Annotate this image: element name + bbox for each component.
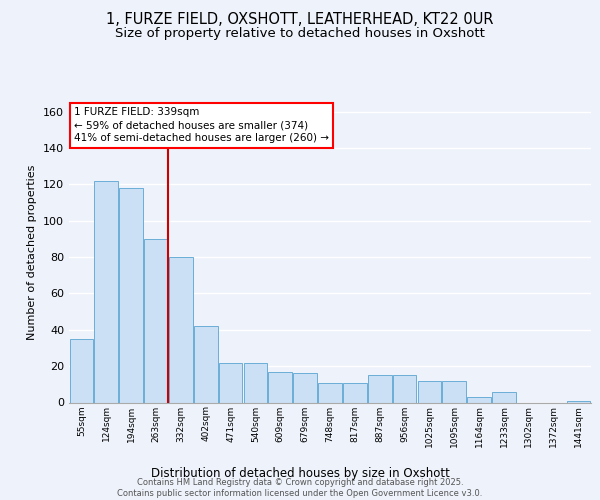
Bar: [467, 397, 491, 402]
Y-axis label: Number of detached properties: Number of detached properties: [28, 165, 37, 340]
Text: Contains HM Land Registry data © Crown copyright and database right 2025.
Contai: Contains HM Land Registry data © Crown c…: [118, 478, 482, 498]
Bar: [318, 382, 342, 402]
Bar: [94, 180, 118, 402]
Bar: [368, 375, 392, 402]
Bar: [293, 374, 317, 402]
Text: Size of property relative to detached houses in Oxshott: Size of property relative to detached ho…: [115, 28, 485, 40]
Bar: [418, 380, 441, 402]
Bar: [219, 362, 242, 403]
Bar: [393, 375, 416, 402]
Bar: [194, 326, 218, 402]
Bar: [70, 339, 93, 402]
Bar: [169, 257, 193, 402]
Bar: [343, 382, 367, 402]
Bar: [144, 239, 168, 402]
Bar: [119, 188, 143, 402]
Bar: [567, 400, 590, 402]
Bar: [268, 372, 292, 402]
Text: 1 FURZE FIELD: 339sqm
← 59% of detached houses are smaller (374)
41% of semi-det: 1 FURZE FIELD: 339sqm ← 59% of detached …: [74, 107, 329, 144]
Text: 1, FURZE FIELD, OXSHOTT, LEATHERHEAD, KT22 0UR: 1, FURZE FIELD, OXSHOTT, LEATHERHEAD, KT…: [106, 12, 494, 28]
Bar: [492, 392, 516, 402]
Bar: [442, 380, 466, 402]
Text: Distribution of detached houses by size in Oxshott: Distribution of detached houses by size …: [151, 467, 449, 480]
Bar: [244, 362, 267, 403]
